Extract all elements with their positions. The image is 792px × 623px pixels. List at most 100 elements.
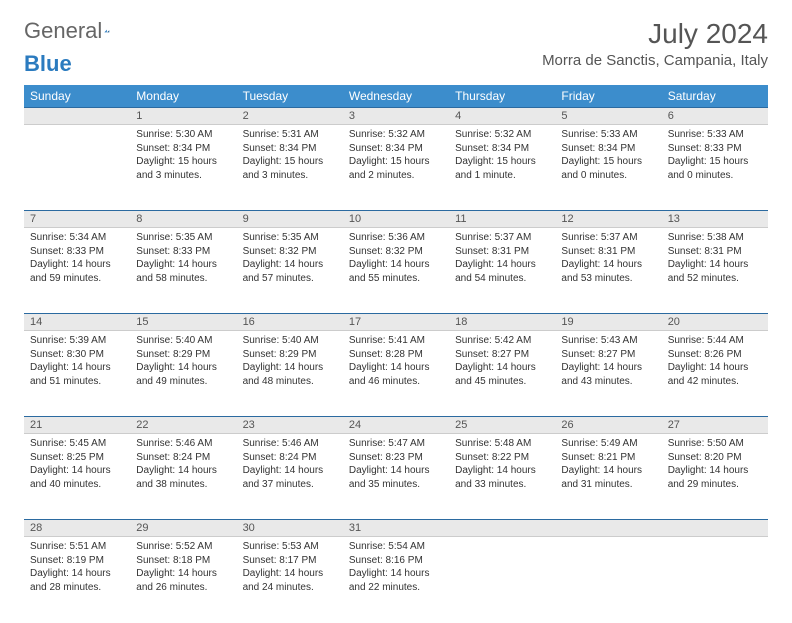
daylight-text: Daylight: 14 hours	[455, 258, 549, 272]
day-number: 21	[24, 417, 130, 434]
sunrise-text: Sunrise: 5:46 AM	[243, 437, 337, 451]
calendar-body: 123456Sunrise: 5:30 AMSunset: 8:34 PMDay…	[24, 108, 768, 623]
sunrise-text: Sunrise: 5:35 AM	[243, 231, 337, 245]
daylight-text: and 59 minutes.	[30, 272, 124, 286]
day-number: 17	[343, 314, 449, 331]
sunrise-text: Sunrise: 5:32 AM	[349, 128, 443, 142]
sunset-text: Sunset: 8:18 PM	[136, 554, 230, 568]
sunset-text: Sunset: 8:34 PM	[349, 142, 443, 156]
sunset-text: Sunset: 8:27 PM	[561, 348, 655, 362]
day-number: 16	[237, 314, 343, 331]
day-cell	[24, 125, 130, 211]
sunrise-text: Sunrise: 5:39 AM	[30, 334, 124, 348]
sunrise-text: Sunrise: 5:49 AM	[561, 437, 655, 451]
sunrise-text: Sunrise: 5:36 AM	[349, 231, 443, 245]
sunset-text: Sunset: 8:21 PM	[561, 451, 655, 465]
day-details: Sunrise: 5:43 AMSunset: 8:27 PMDaylight:…	[555, 331, 661, 394]
day-number: 10	[343, 211, 449, 228]
day-cell: Sunrise: 5:40 AMSunset: 8:29 PMDaylight:…	[237, 331, 343, 417]
sunset-text: Sunset: 8:33 PM	[668, 142, 762, 156]
daylight-text: Daylight: 14 hours	[136, 464, 230, 478]
day-cell: Sunrise: 5:49 AMSunset: 8:21 PMDaylight:…	[555, 434, 661, 520]
daylight-text: Daylight: 14 hours	[30, 464, 124, 478]
day-number	[449, 520, 555, 537]
sunset-text: Sunset: 8:34 PM	[561, 142, 655, 156]
day-number: 24	[343, 417, 449, 434]
sunset-text: Sunset: 8:31 PM	[668, 245, 762, 259]
sunset-text: Sunset: 8:34 PM	[136, 142, 230, 156]
daylight-text: and 0 minutes.	[668, 169, 762, 183]
day-cell	[555, 537, 661, 623]
day-cell: Sunrise: 5:46 AMSunset: 8:24 PMDaylight:…	[237, 434, 343, 520]
day-details: Sunrise: 5:34 AMSunset: 8:33 PMDaylight:…	[24, 228, 130, 291]
daylight-text: and 37 minutes.	[243, 478, 337, 492]
day-details: Sunrise: 5:39 AMSunset: 8:30 PMDaylight:…	[24, 331, 130, 394]
sunset-text: Sunset: 8:29 PM	[243, 348, 337, 362]
week-row: Sunrise: 5:34 AMSunset: 8:33 PMDaylight:…	[24, 228, 768, 314]
sunset-text: Sunset: 8:17 PM	[243, 554, 337, 568]
week-row: Sunrise: 5:39 AMSunset: 8:30 PMDaylight:…	[24, 331, 768, 417]
day-cell: Sunrise: 5:39 AMSunset: 8:30 PMDaylight:…	[24, 331, 130, 417]
day-cell: Sunrise: 5:33 AMSunset: 8:34 PMDaylight:…	[555, 125, 661, 211]
sunrise-text: Sunrise: 5:43 AM	[561, 334, 655, 348]
day-number: 27	[662, 417, 768, 434]
day-number: 29	[130, 520, 236, 537]
daylight-text: and 28 minutes.	[30, 581, 124, 595]
day-details: Sunrise: 5:37 AMSunset: 8:31 PMDaylight:…	[555, 228, 661, 291]
weekday-header: Wednesday	[343, 85, 449, 108]
day-details: Sunrise: 5:52 AMSunset: 8:18 PMDaylight:…	[130, 537, 236, 600]
sunset-text: Sunset: 8:25 PM	[30, 451, 124, 465]
title-block: July 2024 Morra de Sanctis, Campania, It…	[542, 18, 768, 69]
daylight-text: Daylight: 14 hours	[136, 361, 230, 375]
daylight-text: Daylight: 14 hours	[136, 258, 230, 272]
daylight-text: Daylight: 15 hours	[668, 155, 762, 169]
daylight-text: Daylight: 14 hours	[349, 258, 443, 272]
daylight-text: Daylight: 14 hours	[561, 258, 655, 272]
day-number: 20	[662, 314, 768, 331]
day-cell: Sunrise: 5:37 AMSunset: 8:31 PMDaylight:…	[555, 228, 661, 314]
daylight-text: and 43 minutes.	[561, 375, 655, 389]
daylight-text: and 2 minutes.	[349, 169, 443, 183]
weekday-header: Monday	[130, 85, 236, 108]
day-details: Sunrise: 5:46 AMSunset: 8:24 PMDaylight:…	[237, 434, 343, 497]
day-number: 13	[662, 211, 768, 228]
daylight-text: and 46 minutes.	[349, 375, 443, 389]
sunset-text: Sunset: 8:24 PM	[136, 451, 230, 465]
day-cell: Sunrise: 5:47 AMSunset: 8:23 PMDaylight:…	[343, 434, 449, 520]
day-number: 5	[555, 108, 661, 125]
day-details: Sunrise: 5:37 AMSunset: 8:31 PMDaylight:…	[449, 228, 555, 291]
day-cell: Sunrise: 5:32 AMSunset: 8:34 PMDaylight:…	[343, 125, 449, 211]
sunset-text: Sunset: 8:29 PM	[136, 348, 230, 362]
daylight-text: Daylight: 14 hours	[668, 258, 762, 272]
daylight-text: Daylight: 14 hours	[349, 361, 443, 375]
day-cell: Sunrise: 5:40 AMSunset: 8:29 PMDaylight:…	[130, 331, 236, 417]
day-cell: Sunrise: 5:51 AMSunset: 8:19 PMDaylight:…	[24, 537, 130, 623]
day-details: Sunrise: 5:51 AMSunset: 8:19 PMDaylight:…	[24, 537, 130, 600]
sunrise-text: Sunrise: 5:42 AM	[455, 334, 549, 348]
day-details: Sunrise: 5:48 AMSunset: 8:22 PMDaylight:…	[449, 434, 555, 497]
weekday-header: Sunday	[24, 85, 130, 108]
day-number-row: 21222324252627	[24, 417, 768, 434]
day-details: Sunrise: 5:54 AMSunset: 8:16 PMDaylight:…	[343, 537, 449, 600]
day-number: 31	[343, 520, 449, 537]
sunrise-text: Sunrise: 5:54 AM	[349, 540, 443, 554]
daylight-text: and 0 minutes.	[561, 169, 655, 183]
daylight-text: Daylight: 15 hours	[561, 155, 655, 169]
daylight-text: and 22 minutes.	[349, 581, 443, 595]
sunset-text: Sunset: 8:27 PM	[455, 348, 549, 362]
sunrise-text: Sunrise: 5:40 AM	[136, 334, 230, 348]
day-cell	[662, 537, 768, 623]
sunset-text: Sunset: 8:32 PM	[349, 245, 443, 259]
daylight-text: Daylight: 14 hours	[30, 567, 124, 581]
daylight-text: Daylight: 14 hours	[243, 361, 337, 375]
day-cell: Sunrise: 5:50 AMSunset: 8:20 PMDaylight:…	[662, 434, 768, 520]
daylight-text: and 26 minutes.	[136, 581, 230, 595]
sunrise-text: Sunrise: 5:38 AM	[668, 231, 762, 245]
brand-logo: General	[24, 18, 134, 44]
daylight-text: Daylight: 14 hours	[243, 464, 337, 478]
day-number: 12	[555, 211, 661, 228]
day-number-row: 28293031	[24, 520, 768, 537]
daylight-text: Daylight: 14 hours	[30, 361, 124, 375]
day-number	[662, 520, 768, 537]
day-number: 15	[130, 314, 236, 331]
